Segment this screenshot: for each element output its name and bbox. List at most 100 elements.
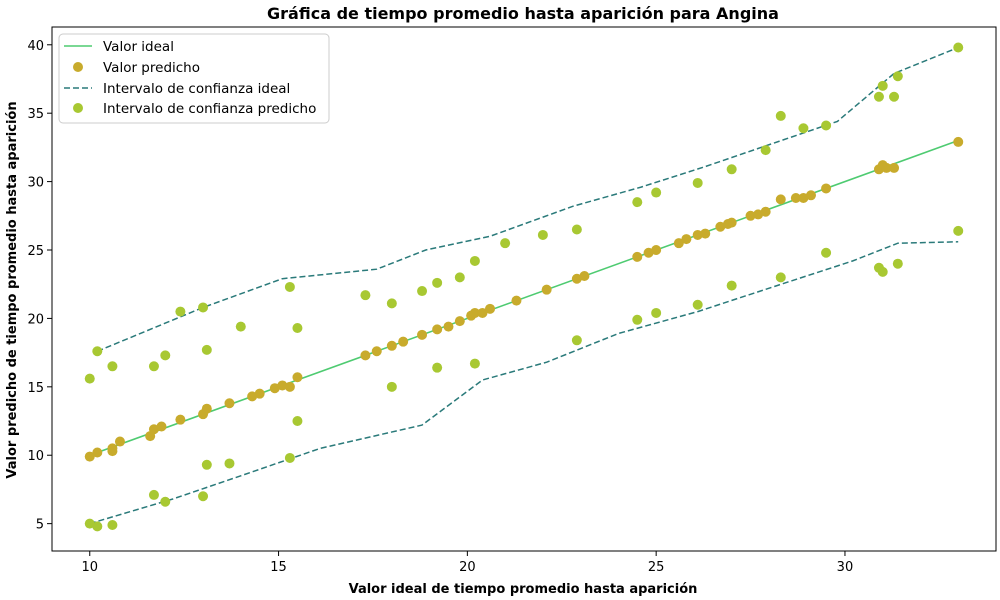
predicted-point xyxy=(386,340,397,351)
ci-predicted-lower-point xyxy=(84,518,95,529)
predicted-point xyxy=(760,206,771,217)
ci-predicted-lower-point xyxy=(198,491,209,502)
predicted-point xyxy=(247,391,258,402)
predicted-point xyxy=(805,190,816,201)
predicted-point xyxy=(254,388,265,399)
ci-predicted-upper-point xyxy=(235,321,246,332)
predicted-point xyxy=(432,324,443,335)
ci-predicted-lower-point xyxy=(284,452,295,463)
predicted-point xyxy=(753,209,764,220)
predicted-point xyxy=(790,193,801,204)
y-tick-label: 35 xyxy=(27,107,44,122)
predicted-point xyxy=(579,271,590,282)
predicted-point xyxy=(477,307,488,318)
ci-predicted-lower-point xyxy=(386,381,397,392)
predicted-point xyxy=(398,336,409,347)
y-tick-label: 5 xyxy=(36,518,44,533)
ci-predicted-upper-point xyxy=(386,298,397,309)
predicted-point xyxy=(469,307,480,318)
predicted-point xyxy=(371,346,382,357)
predicted-point xyxy=(632,251,643,262)
ci-predicted-lower-point xyxy=(692,299,703,310)
predicted-point xyxy=(541,284,552,295)
ci-predicted-lower-point xyxy=(877,266,888,277)
ci-predicted-upper-point xyxy=(360,290,371,301)
legend-ci-predicted-swatch xyxy=(73,103,83,113)
ci-predicted-upper-point xyxy=(284,281,295,292)
ci-predicted-lower-point xyxy=(726,280,737,291)
predicted-point xyxy=(92,447,103,458)
ci-predicted-upper-point xyxy=(454,272,465,283)
y-axis-label: Valor predicho de tiempo promedio hasta … xyxy=(5,101,20,478)
predicted-point xyxy=(715,221,726,232)
ci-predicted-lower-point xyxy=(160,496,171,507)
predicted-point xyxy=(84,451,95,462)
ci-ideal-upper-line xyxy=(97,46,959,352)
predicted-point xyxy=(417,329,428,340)
ci-predicted-upper-point xyxy=(798,123,809,134)
ci-predicted-upper-point xyxy=(417,286,428,297)
ci-predicted-lower-point xyxy=(821,247,832,258)
predicted-point xyxy=(821,183,832,194)
ci-predicted-upper-point xyxy=(198,302,209,313)
ci-predicted-lower-point xyxy=(469,358,480,369)
x-tick-label: 20 xyxy=(459,560,476,575)
predicted-point xyxy=(284,381,295,392)
predicted-point xyxy=(269,383,280,394)
x-tick-label: 30 xyxy=(837,560,854,575)
y-tick-label: 25 xyxy=(27,244,44,259)
ci-predicted-upper-point xyxy=(292,322,303,333)
predicted-point xyxy=(673,238,684,249)
ci-predicted-upper-point xyxy=(760,145,771,156)
predicted-point xyxy=(156,421,167,432)
ci-predicted-upper-point xyxy=(500,238,511,249)
predicted-point xyxy=(775,194,786,205)
ci-predicted-upper-point xyxy=(175,306,186,317)
ci-predicted-upper-point xyxy=(632,197,643,208)
predicted-point xyxy=(745,210,756,221)
predicted-point xyxy=(277,380,288,391)
predicted-point xyxy=(571,273,582,284)
plot-frame xyxy=(51,26,997,552)
legend-box xyxy=(58,33,330,124)
y-tick-label: 20 xyxy=(27,312,44,327)
x-tick-label: 25 xyxy=(648,560,665,575)
predicted-point xyxy=(175,414,186,425)
ci-predicted-lower-point xyxy=(651,307,662,318)
plot-area xyxy=(84,42,964,532)
predicted-point xyxy=(292,372,303,383)
axes-ticks: 10 15 20 25 30 5 10 15 20 25 30 35 40 xyxy=(27,39,853,575)
x-tick-label: 15 xyxy=(270,560,287,575)
ci-predicted-upper-point xyxy=(537,229,548,240)
ci-predicted-upper-point xyxy=(160,350,171,361)
chart-title: Gráfica de tiempo promedio hasta aparici… xyxy=(267,4,779,23)
ci-predicted-upper-point xyxy=(469,255,480,266)
predicted-point xyxy=(201,403,212,414)
ci-predicted-upper-point xyxy=(92,346,103,357)
ci-predicted-lower-point xyxy=(432,362,443,373)
ci-predicted-upper-point xyxy=(84,373,95,384)
predicted-point xyxy=(224,398,235,409)
predicted-point xyxy=(360,350,371,361)
ci-predicted-lower-point xyxy=(92,521,103,532)
ci-predicted-lower-point xyxy=(632,314,643,325)
predicted-point xyxy=(651,245,662,256)
x-tick-label: 10 xyxy=(81,560,98,575)
ci-predicted-upper-point xyxy=(107,361,118,372)
predicted-point xyxy=(114,436,125,447)
predicted-point xyxy=(700,228,711,239)
ci-predicted-upper-point xyxy=(726,164,737,175)
predicted-point xyxy=(798,193,809,204)
predicted-point xyxy=(454,316,465,327)
y-tick-label: 40 xyxy=(27,39,44,54)
legend-item-ci-predicted: Intervalo de confianza predicho xyxy=(103,101,316,117)
y-tick-label: 10 xyxy=(27,449,44,464)
ci-predicted-upper-point xyxy=(201,344,212,355)
legend: Valor ideal Valor predicho Intervalo de … xyxy=(58,33,330,124)
predicted-point xyxy=(692,229,703,240)
predicted-point xyxy=(643,247,654,258)
ci-predicted-lower-point xyxy=(224,458,235,469)
ci-predicted-upper-point xyxy=(148,361,159,372)
predicted-point xyxy=(881,162,892,173)
ci-predicted-lower-point xyxy=(775,272,786,283)
